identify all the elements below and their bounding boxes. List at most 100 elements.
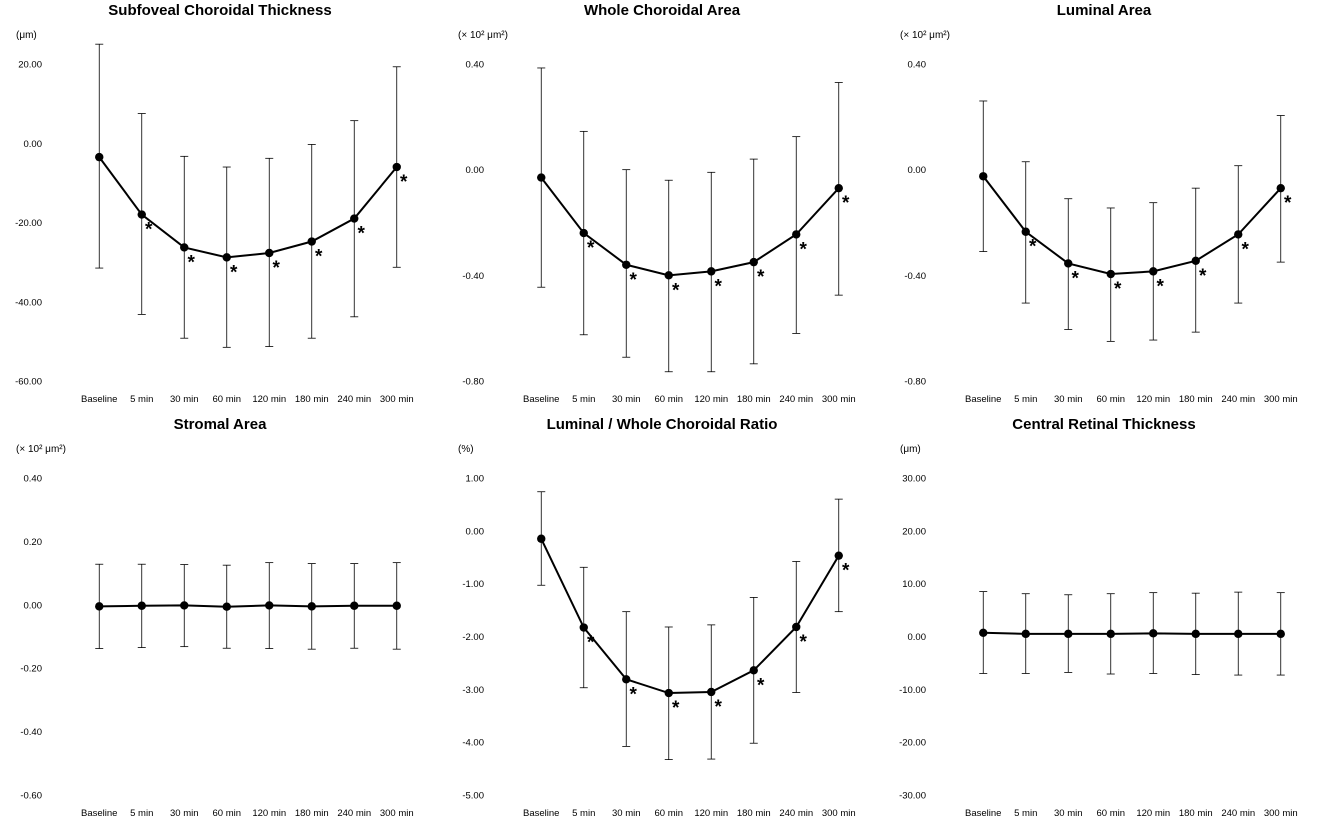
y-tick-label: 0.00 [466, 526, 485, 537]
x-tick-label: Baseline [81, 808, 117, 819]
x-tick-label: 300 min [380, 808, 414, 819]
data-point [979, 172, 988, 181]
significance-marker: * [1284, 193, 1292, 214]
significance-marker: * [757, 267, 765, 288]
x-tick-label: 30 min [612, 808, 641, 819]
significance-marker: * [842, 193, 850, 214]
data-point [792, 230, 801, 239]
x-tick-label: 180 min [295, 394, 329, 405]
y-tick-label: 20.00 [902, 526, 926, 537]
x-tick-label: 5 min [1014, 394, 1037, 405]
significance-marker: * [715, 697, 723, 718]
x-tick-label: 180 min [737, 808, 771, 819]
chart-title: Luminal / Whole Choroidal Ratio [546, 416, 778, 433]
data-point [749, 666, 758, 675]
data-point [664, 688, 673, 698]
data-point [1021, 227, 1030, 236]
data-point [307, 237, 316, 246]
significance-marker: * [587, 633, 595, 654]
data-point [350, 601, 359, 610]
x-tick-label: 240 min [779, 394, 813, 405]
y-tick-label: -40.00 [15, 297, 42, 308]
y-tick-label: -0.40 [20, 727, 42, 738]
chart-panel: Luminal Area (× 10² μm²) 0.40 0.00 -0.40 -0.8… [884, 0, 1323, 413]
significance-marker: * [145, 220, 153, 241]
significance-marker: * [315, 247, 323, 268]
data-point [1234, 629, 1243, 639]
x-tick-label: 240 min [337, 394, 371, 405]
data-point [1276, 629, 1285, 639]
y-unit-label: (× 10² μm²) [16, 444, 66, 455]
data-point [834, 551, 843, 560]
significance-marker: * [230, 262, 238, 283]
x-tick-label: 240 min [337, 808, 371, 819]
x-tick-label: 120 min [694, 394, 728, 405]
significance-marker: * [1114, 279, 1122, 300]
chart-plot: 20.00 0.00 -20.00 -40.00 -60.00 Baseline 5 min… [15, 43, 414, 405]
x-tick-label: 5 min [1014, 808, 1037, 819]
x-tick-label: 300 min [380, 394, 414, 405]
x-tick-label: 60 min [1096, 394, 1125, 405]
significance-marker: * [1029, 237, 1037, 258]
x-tick-label: Baseline [523, 808, 559, 819]
chart-panel: Luminal / Whole Choroidal Ratio (%) 1.00 0.… [442, 414, 882, 827]
y-tick-label: -20.00 [15, 218, 42, 229]
x-tick-label: 120 min [252, 394, 286, 405]
y-tick-label: 0.00 [466, 165, 485, 176]
significance-marker: * [800, 632, 808, 653]
significance-marker: * [1242, 239, 1250, 260]
data-point [1191, 256, 1200, 266]
y-tick-label: -0.40 [462, 271, 484, 282]
significance-marker: * [757, 675, 765, 696]
data-point [1106, 629, 1115, 639]
x-tick-label: 30 min [1054, 394, 1083, 405]
data-point [95, 152, 104, 162]
significance-marker: * [1199, 266, 1207, 287]
significance-marker: * [587, 238, 595, 259]
y-unit-label: (× 10² μm²) [900, 30, 950, 41]
x-tick-label: 60 min [654, 808, 683, 819]
data-point [707, 267, 716, 276]
data-point [1064, 259, 1073, 268]
x-tick-label: 5 min [130, 808, 153, 819]
x-tick-label: Baseline [965, 808, 1001, 819]
x-tick-label: 120 min [694, 808, 728, 819]
y-tick-label: -0.60 [20, 791, 42, 802]
x-tick-label: 5 min [130, 394, 153, 405]
data-point [307, 602, 316, 611]
data-point [222, 602, 231, 611]
significance-marker: * [672, 280, 680, 301]
significance-marker: * [630, 270, 638, 291]
y-tick-label: -30.00 [899, 791, 926, 802]
y-tick-label: -2.00 [462, 632, 484, 643]
data-point [707, 687, 716, 697]
x-tick-label: 30 min [170, 808, 199, 819]
significance-marker: * [400, 172, 408, 193]
x-tick-label: 240 min [1221, 808, 1255, 819]
data-point [1276, 183, 1285, 193]
data-point [222, 253, 231, 262]
data-point [137, 601, 146, 610]
chart-panel: Whole Choroidal Area (× 10² μm²) 0.40 0.00 -… [442, 0, 882, 413]
x-tick-label: 300 min [822, 394, 856, 405]
y-tick-label: 20.00 [18, 60, 42, 71]
significance-marker: * [188, 252, 196, 273]
x-tick-label: 30 min [612, 394, 641, 405]
significance-marker: * [358, 224, 366, 245]
data-point [664, 271, 673, 280]
chart-title: Central Retinal Thickness [1012, 416, 1196, 433]
y-tick-label: -1.00 [462, 579, 484, 590]
data-point [265, 248, 274, 258]
chart-plot: 0.40 0.20 0.00 -0.20 -0.40 -0.60 Baseline 5 min… [20, 474, 414, 820]
y-tick-label: -0.80 [462, 377, 484, 388]
x-tick-label: 300 min [1264, 808, 1298, 819]
y-tick-label: 10.00 [902, 579, 926, 590]
data-point [1021, 629, 1030, 639]
x-tick-label: 300 min [1264, 394, 1298, 405]
series-line [983, 631, 1281, 635]
x-tick-label: 180 min [1179, 808, 1213, 819]
y-tick-label: 0.40 [466, 60, 485, 71]
chart-panel: Stromal Area (× 10² μm²) 0.40 0.20 0.00 -0.20… [0, 414, 440, 827]
data-point [834, 183, 843, 193]
y-tick-label: -0.80 [904, 377, 926, 388]
